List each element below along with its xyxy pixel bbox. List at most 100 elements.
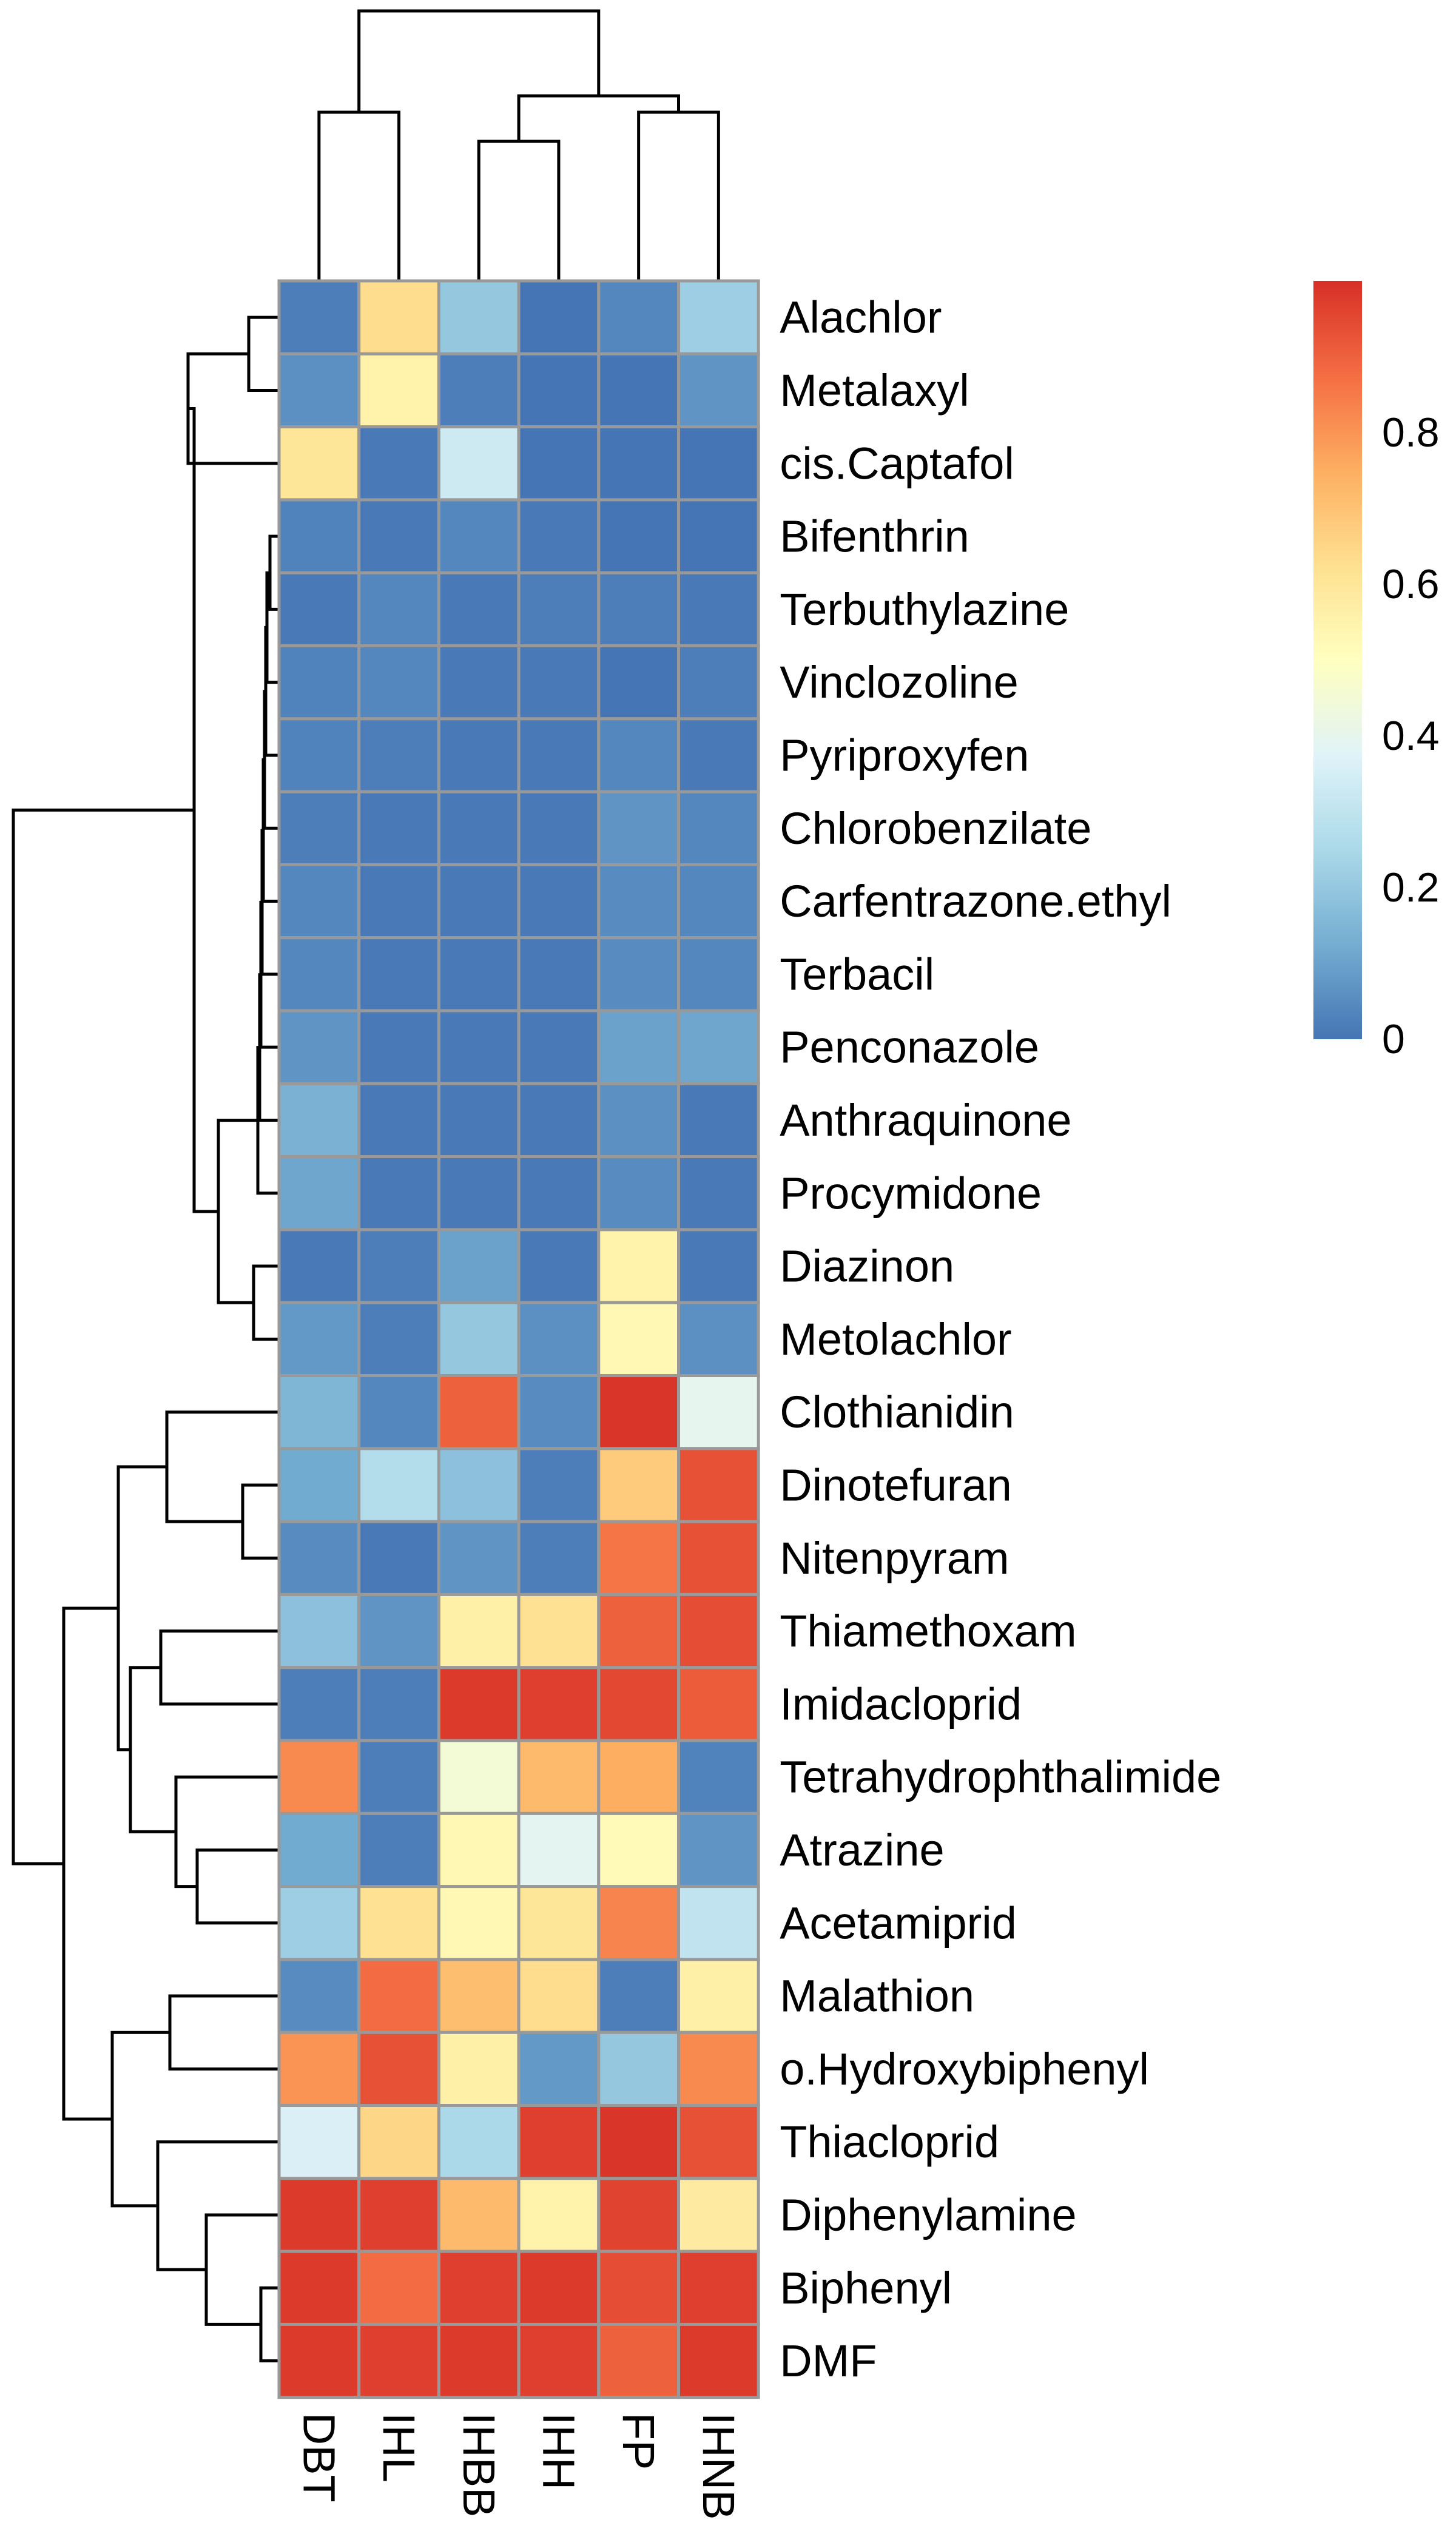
legend-tick-label: 0 [1382,1016,1405,1062]
heatmap-cell-nitenpyram-ihl [357,1520,440,1596]
heatmap-cell-carfentrazone-ethyl-fp [597,863,680,940]
row-label-cis-captafol: cis.Captafol [780,438,1014,488]
row-dendrogram-branch [165,1410,279,1523]
heatmap-cell-terbacil-dbt [277,936,361,1013]
heatmap-cell-penconazole-ihh [517,1009,601,1085]
heatmap-cell-penconazole-ihnb [677,1009,760,1085]
heatmap-cell-thiacloprid-fp [597,2104,680,2180]
heatmap-cell-cis-captafol-ihl [357,425,440,502]
heatmap-cell-alachlor-ihbb [437,279,521,356]
heatmap-cell-terbuthylazine-ihnb [677,571,760,648]
heatmap-cell-dmf-ihbb [437,2322,521,2399]
row-dendrogram-branch [110,2031,170,2208]
row-dendrogram-branch [195,1848,279,1925]
heatmap-cell-biphenyl-ihl [357,2250,440,2326]
heatmap-cell-diphenylamine-ihbb [437,2177,521,2253]
heatmap-cell-alachlor-ihnb [677,279,760,356]
row-labels: Alachlor Metalaxyl cis.Captafol Bifenthrin T… [780,292,1221,2387]
heatmap-cell-pyriproxyfen-ihnb [677,717,760,794]
heatmap-cell-alachlor-dbt [277,279,361,356]
heatmap-cell-thiamethoxam-ihbb [437,1592,521,1670]
row-label-vinclozoline: Vinclozoline [780,657,1019,707]
heatmap-cell-bifenthrin-fp [597,498,680,575]
heatmap-cell-clothianidin-ihl [357,1374,440,1451]
heatmap-cell-metolachlor-ihnb [677,1301,760,1377]
heatmap-cell-procymidone-dbt [277,1155,361,1232]
heatmap-cell-anthraquinone-ihl [357,1082,440,1159]
heatmap-cell-biphenyl-ihnb [677,2250,760,2326]
heatmap-cell-nitenpyram-ihbb [437,1520,521,1596]
heatmap-cell-thiacloprid-ihh [517,2104,601,2180]
heatmap-cell-nitenpyram-ihh [517,1520,601,1596]
row-dendrogram-branch [174,1775,279,1889]
heatmap-cell-penconazole-ihl [357,1009,440,1085]
heatmap-cell-biphenyl-dbt [277,2250,361,2326]
heatmap-cell-chlorobenzilate-ihbb [437,790,521,866]
heatmap-cell-acetamiprid-ihl [357,1885,440,1961]
heatmap-cell-malathion-fp [597,1958,680,2034]
heatmap-cell-dinotefuran-ihnb [677,1447,760,1523]
heatmap-cell-dinotefuran-dbt [277,1447,361,1523]
heatmap-cell-diphenylamine-ihnb [677,2177,760,2253]
heatmap-cell-terbuthylazine-dbt [277,571,361,648]
heatmap-cell-cis-captafol-ihbb [437,425,521,502]
heatmap-cell-cis-captafol-ihh [517,425,601,502]
heatmap-cells [277,279,760,2399]
heatmap-cell-dmf-fp [597,2322,680,2399]
heatmap-cell-thiacloprid-dbt [277,2104,361,2180]
heatmap-cell-dinotefuran-ihl [357,1447,440,1523]
heatmap-cell-pyriproxyfen-dbt [277,717,361,794]
heatmap-cell-imidacloprid-ihnb [677,1666,760,1742]
heatmap-cell-procymidone-fp [597,1155,680,1232]
row-label-nitenpyram: Nitenpyram [780,1533,1009,1583]
heatmap-cell-imidacloprid-dbt [277,1666,361,1742]
heatmap-cell-o-hydroxybiphenyl-ihbb [437,2031,521,2107]
heatmap-cell-thiamethoxam-fp [597,1592,680,1670]
heatmap-cell-metalaxyl-fp [597,352,680,429]
row-dendrogram-branch [259,2286,279,2363]
row-label-thiacloprid: Thiacloprid [780,2117,999,2167]
heatmap-cell-chlorobenzilate-ihnb [677,790,760,866]
column-label-dbt: DBT [294,2413,344,2502]
row-dendrogram-branch [252,1264,279,1341]
heatmap-cell-terbuthylazine-fp [597,571,680,648]
heatmap-cell-procymidone-ihbb [437,1155,521,1232]
heatmap-cell-biphenyl-fp [597,2250,680,2326]
heatmap-cell-thiamethoxam-ihl [357,1592,440,1670]
heatmap-cell-vinclozoline-ihbb [437,644,521,721]
heatmap-cell-bifenthrin-ihh [517,498,601,575]
row-label-pyriproxyfen: Pyriproxyfen [780,730,1029,781]
heatmap-cell-clothianidin-ihbb [437,1374,521,1451]
heatmap-cell-diazinon-fp [597,1228,680,1304]
heatmap-cell-terbuthylazine-ihl [357,571,440,648]
heatmap-cell-dmf-dbt [277,2322,361,2399]
heatmap-cell-thiacloprid-ihnb [677,2104,760,2180]
row-label-imidacloprid: Imidacloprid [780,1679,1022,1729]
heatmap-cell-alachlor-ihl [357,279,440,356]
row-dendrogram-branch [186,352,279,465]
heatmap-cell-terbacil-ihbb [437,936,521,1013]
heatmap-cell-clothianidin-dbt [277,1374,361,1451]
row-dendrogram [12,315,279,2363]
heatmap-cell-imidacloprid-ihh [517,1666,601,1742]
row-dendrogram-branch [159,1630,279,1706]
heatmap-cell-tetrahydrophthalimide-ihnb [677,1739,760,1815]
heatmap-cell-thiacloprid-ihl [357,2104,440,2180]
heatmap-cell-terbacil-ihl [357,936,440,1013]
row-label-terbacil: Terbacil [780,949,934,999]
heatmap-cell-dinotefuran-ihbb [437,1447,521,1523]
heatmap-cell-metalaxyl-ihnb [677,352,760,429]
heatmap-cell-acetamiprid-fp [597,1885,680,1961]
heatmap-cell-o-hydroxybiphenyl-ihh [517,2031,601,2107]
heatmap-cell-terbacil-ihh [517,936,601,1013]
row-label-metalaxyl: Metalaxyl [780,365,969,416]
column-label-ihl: IHL [374,2413,424,2482]
heatmap-cell-clothianidin-ihnb [677,1374,760,1451]
heatmap-cell-acetamiprid-ihh [517,1885,601,1961]
heatmap-cell-penconazole-fp [597,1009,680,1085]
heatmap-cell-malathion-ihbb [437,1958,521,2034]
row-label-tetrahydrophthalimide: Tetrahydrophthalimide [780,1752,1221,1802]
heatmap-cell-vinclozoline-ihnb [677,644,760,721]
heatmap-cell-terbuthylazine-ihh [517,571,601,648]
column-dendrogram-branch [637,110,720,281]
